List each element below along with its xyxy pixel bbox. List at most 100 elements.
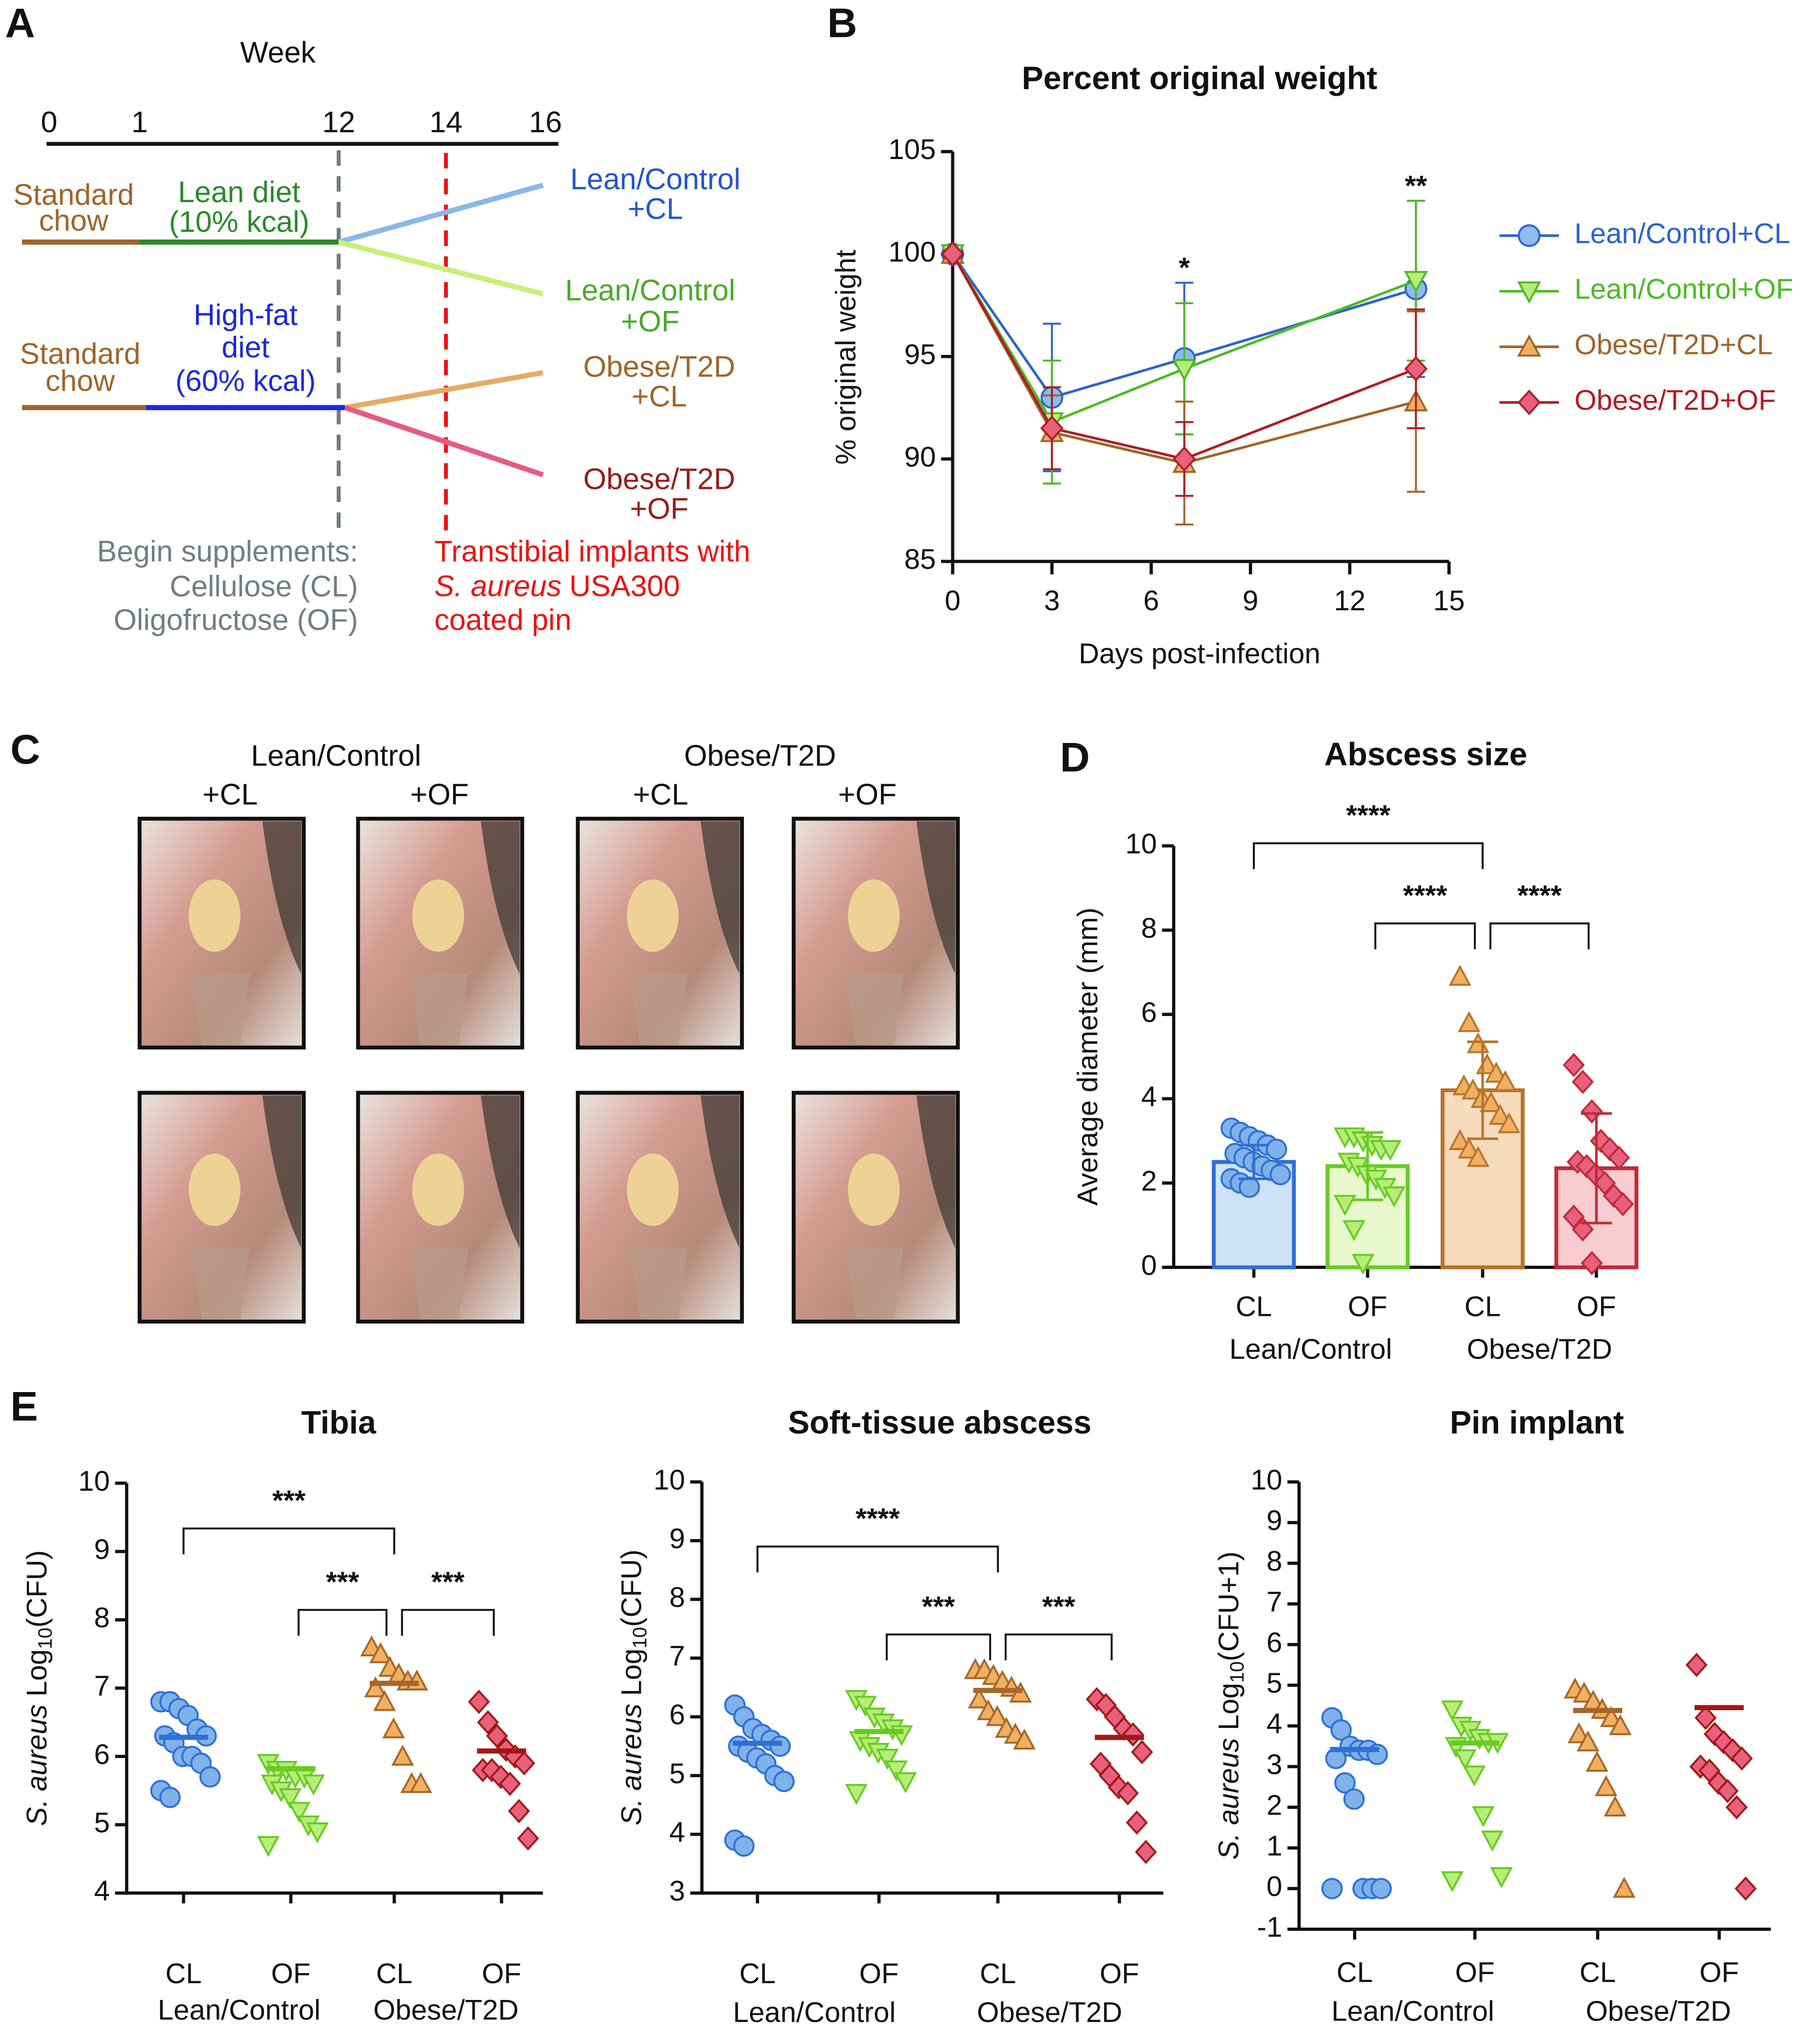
photo-treatment: +CL bbox=[203, 778, 258, 811]
point bbox=[1448, 964, 1472, 986]
photo-abscess bbox=[189, 1154, 240, 1226]
panel-label: E bbox=[11, 1383, 38, 1429]
point bbox=[288, 1802, 311, 1823]
y-label-quantity: (CFU) bbox=[615, 1550, 647, 1627]
point bbox=[391, 1745, 414, 1766]
x-tick-label: CL bbox=[1580, 1956, 1616, 1988]
point bbox=[1441, 1871, 1464, 1893]
y-axis-label: % original weight bbox=[830, 250, 862, 465]
point bbox=[1131, 1740, 1153, 1764]
significance: *** bbox=[273, 1484, 306, 1516]
group-label: +OF bbox=[630, 492, 688, 525]
group-label: Lean/Control bbox=[158, 1994, 320, 2026]
point bbox=[1333, 1195, 1356, 1216]
x-axis-label: Days post-infection bbox=[1079, 638, 1320, 670]
point bbox=[306, 1822, 329, 1843]
point bbox=[1404, 356, 1428, 382]
point bbox=[1239, 1176, 1260, 1198]
bracket bbox=[297, 1609, 387, 1636]
x-tick-label: CL bbox=[1236, 1291, 1272, 1323]
point bbox=[1485, 1062, 1508, 1083]
y-tick-label: 3 bbox=[1266, 1748, 1282, 1781]
group-label: Lean/Control bbox=[733, 1996, 896, 2028]
point bbox=[1490, 1867, 1513, 1888]
y-tick-label: 7 bbox=[1266, 1586, 1282, 1618]
week-label: 0 bbox=[41, 106, 57, 139]
y-tick-label: 90 bbox=[904, 441, 936, 473]
chart-title: Tibia bbox=[301, 1405, 376, 1441]
error-bar bbox=[1467, 1040, 1498, 1140]
implant-text: coated pin bbox=[434, 604, 571, 637]
series-line bbox=[951, 253, 1417, 460]
y-tick-label: 5 bbox=[94, 1806, 110, 1839]
point bbox=[1734, 1876, 1757, 1901]
significance: **** bbox=[1346, 799, 1391, 831]
y-tick-label: 8 bbox=[94, 1601, 110, 1633]
bracket bbox=[401, 1609, 495, 1636]
point bbox=[733, 1835, 755, 1857]
chart-title: Soft-tissue abscess bbox=[788, 1405, 1092, 1441]
photo-leg bbox=[629, 973, 688, 1045]
supplement-text: Cellulose (CL) bbox=[170, 570, 358, 603]
point bbox=[1613, 1877, 1636, 1898]
x-tick-label: OF bbox=[482, 1957, 521, 1989]
diet-label: chow bbox=[39, 204, 108, 237]
y-tick-label: 9 bbox=[669, 1522, 685, 1554]
photo-shade bbox=[916, 1095, 956, 1248]
y-tick-label: 5 bbox=[1266, 1667, 1282, 1699]
photo-shade bbox=[700, 1095, 739, 1248]
point bbox=[1489, 1104, 1512, 1125]
point bbox=[1609, 1714, 1632, 1736]
point bbox=[1568, 1722, 1591, 1744]
point bbox=[1585, 1750, 1609, 1772]
photo-leg bbox=[191, 1248, 250, 1319]
point bbox=[854, 1696, 877, 1717]
point bbox=[1454, 1749, 1477, 1770]
point bbox=[159, 1786, 181, 1808]
y-axis-label: S. aureus Log10(CFU+1) bbox=[1212, 1552, 1248, 1860]
x-tick-label: OF bbox=[859, 1957, 899, 1989]
group-label: Obese/T2D bbox=[1586, 1995, 1731, 2027]
implant-text: S. aureus USA300 bbox=[434, 570, 680, 603]
point bbox=[845, 1784, 868, 1805]
photo-treatment: +OF bbox=[410, 778, 468, 811]
point bbox=[1404, 271, 1428, 293]
diet-label: High-fat bbox=[193, 298, 297, 331]
legend-label: Lean/Control+OF bbox=[1574, 273, 1793, 305]
point bbox=[769, 1736, 791, 1757]
y-tick-label: 85 bbox=[904, 543, 936, 575]
point bbox=[1685, 1653, 1708, 1677]
point bbox=[1383, 1186, 1406, 1208]
significance: ** bbox=[1405, 170, 1427, 202]
x-tick-label: CL bbox=[165, 1957, 202, 1989]
supplement-text: Oligofructose (OF) bbox=[114, 604, 358, 637]
point bbox=[1370, 1878, 1392, 1899]
group-label: +CL bbox=[628, 193, 683, 226]
point bbox=[409, 1772, 432, 1793]
diet-label: diet bbox=[222, 331, 270, 364]
y-tick-label: -1 bbox=[1257, 1911, 1282, 1943]
photo-treatment: +CL bbox=[633, 778, 688, 811]
week-label: 14 bbox=[430, 106, 463, 139]
x-tick-label: CL bbox=[980, 1957, 1016, 1989]
week-label: 12 bbox=[322, 106, 355, 139]
point bbox=[369, 1642, 392, 1663]
point bbox=[1494, 1070, 1517, 1091]
point bbox=[1334, 1772, 1356, 1794]
point bbox=[1352, 1254, 1375, 1275]
group-line bbox=[344, 370, 544, 411]
y-tick-label: 0 bbox=[1141, 1249, 1157, 1281]
point bbox=[508, 1799, 530, 1823]
organism: S. aureus bbox=[434, 570, 562, 603]
point bbox=[773, 1770, 795, 1793]
error-bar bbox=[1581, 1112, 1612, 1224]
y-tick-label: 8 bbox=[669, 1581, 685, 1613]
y-axis-label: S. aureus Log10(CFU) bbox=[21, 1550, 56, 1826]
group-label: +CL bbox=[632, 380, 687, 413]
photo-treatment: +OF bbox=[838, 778, 897, 811]
point bbox=[364, 1676, 387, 1698]
y-tick-label: 10 bbox=[1125, 827, 1157, 859]
point bbox=[279, 1788, 302, 1809]
legend-marker bbox=[1517, 389, 1541, 415]
y-tick-label: 7 bbox=[669, 1640, 685, 1672]
